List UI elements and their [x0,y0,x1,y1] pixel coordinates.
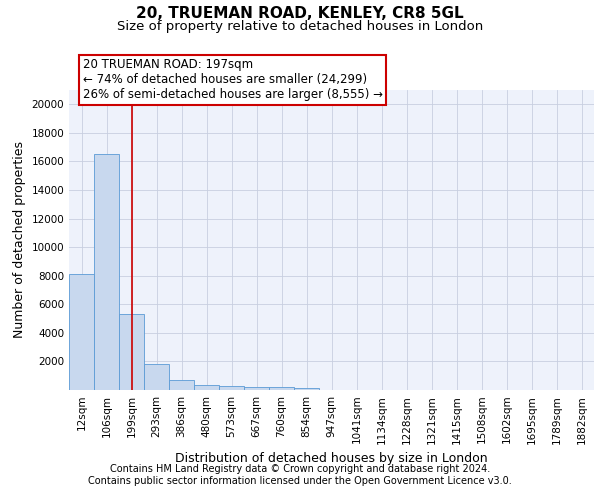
Bar [94,154,119,390]
Text: Contains public sector information licensed under the Open Government Licence v3: Contains public sector information licen… [88,476,512,486]
X-axis label: Distribution of detached houses by size in London: Distribution of detached houses by size … [175,452,488,465]
Text: Contains HM Land Registry data © Crown copyright and database right 2024.: Contains HM Land Registry data © Crown c… [110,464,490,474]
Bar [294,388,319,390]
Bar [194,384,219,390]
Bar [119,314,144,390]
Text: 20 TRUEMAN ROAD: 197sqm
← 74% of detached houses are smaller (24,299)
26% of sem: 20 TRUEMAN ROAD: 197sqm ← 74% of detache… [83,58,383,102]
Bar [169,380,194,390]
Y-axis label: Number of detached properties: Number of detached properties [13,142,26,338]
Bar [69,274,94,390]
Bar [269,387,294,390]
Bar [219,386,244,390]
Text: 20, TRUEMAN ROAD, KENLEY, CR8 5GL: 20, TRUEMAN ROAD, KENLEY, CR8 5GL [136,6,464,20]
Text: Size of property relative to detached houses in London: Size of property relative to detached ho… [117,20,483,33]
Bar [244,386,269,390]
Bar [144,364,169,390]
